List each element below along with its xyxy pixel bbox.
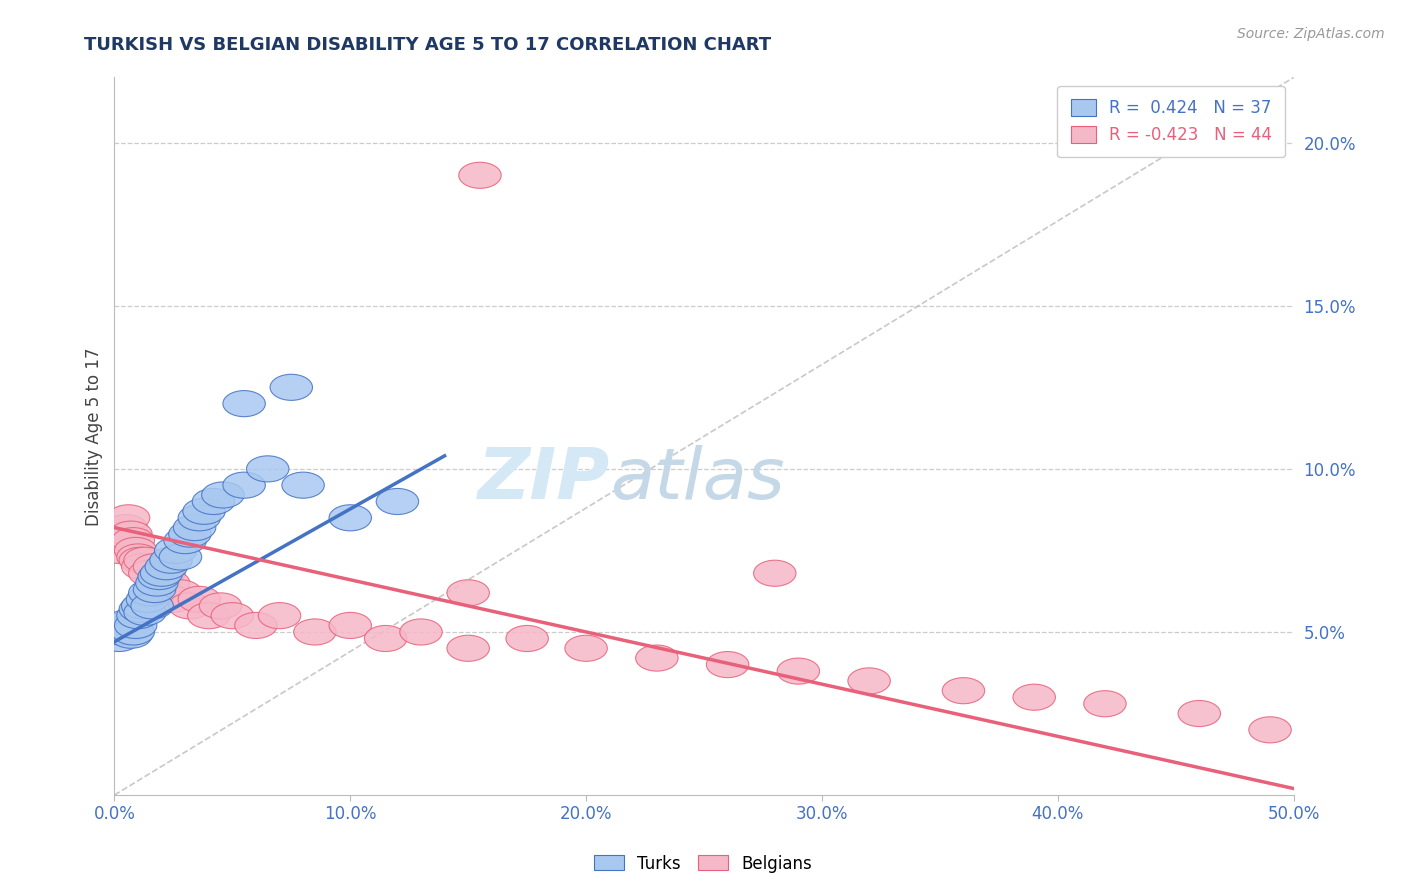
Ellipse shape [150,547,193,574]
Ellipse shape [134,576,176,603]
Ellipse shape [107,609,150,635]
Ellipse shape [120,596,162,623]
Ellipse shape [135,570,179,596]
Y-axis label: Disability Age 5 to 17: Disability Age 5 to 17 [86,347,103,525]
Ellipse shape [281,472,325,499]
Ellipse shape [105,515,148,541]
Ellipse shape [138,570,180,596]
Ellipse shape [107,505,150,531]
Ellipse shape [114,613,157,639]
Ellipse shape [246,456,290,482]
Ellipse shape [1249,717,1291,743]
Ellipse shape [124,599,166,625]
Ellipse shape [778,658,820,684]
Ellipse shape [224,472,266,499]
Text: atlas: atlas [610,445,785,514]
Ellipse shape [447,580,489,606]
Ellipse shape [112,619,155,645]
Ellipse shape [98,625,141,651]
Text: TURKISH VS BELGIAN DISABILITY AGE 5 TO 17 CORRELATION CHART: TURKISH VS BELGIAN DISABILITY AGE 5 TO 1… [84,36,772,54]
Ellipse shape [364,625,406,651]
Ellipse shape [121,593,165,619]
Ellipse shape [235,613,277,639]
Ellipse shape [224,391,266,417]
Ellipse shape [259,603,301,629]
Ellipse shape [211,603,253,629]
Ellipse shape [447,635,489,661]
Ellipse shape [120,547,162,574]
Ellipse shape [270,375,312,401]
Ellipse shape [155,537,197,564]
Ellipse shape [134,554,176,580]
Ellipse shape [399,619,443,645]
Ellipse shape [173,515,217,541]
Ellipse shape [143,560,186,586]
Ellipse shape [103,527,145,554]
Ellipse shape [169,593,211,619]
Legend: R =  0.424   N = 37, R = -0.423   N = 44: R = 0.424 N = 37, R = -0.423 N = 44 [1057,86,1285,157]
Ellipse shape [942,678,984,704]
Ellipse shape [179,505,221,531]
Ellipse shape [100,521,143,547]
Ellipse shape [506,625,548,651]
Ellipse shape [200,593,242,619]
Ellipse shape [183,499,225,524]
Ellipse shape [636,645,678,671]
Ellipse shape [110,521,152,547]
Ellipse shape [193,489,235,515]
Ellipse shape [159,544,201,570]
Ellipse shape [105,615,148,641]
Ellipse shape [117,544,159,570]
Ellipse shape [100,619,143,645]
Ellipse shape [565,635,607,661]
Ellipse shape [98,537,141,564]
Ellipse shape [141,560,183,586]
Legend: Turks, Belgians: Turks, Belgians [588,848,818,880]
Ellipse shape [165,527,207,554]
Ellipse shape [124,547,166,574]
Ellipse shape [294,619,336,645]
Ellipse shape [145,554,187,580]
Ellipse shape [121,554,165,580]
Ellipse shape [1178,700,1220,727]
Ellipse shape [1012,684,1056,710]
Ellipse shape [138,564,180,590]
Ellipse shape [159,580,201,606]
Ellipse shape [114,537,157,564]
Ellipse shape [706,651,749,678]
Text: ZIP: ZIP [478,445,610,514]
Ellipse shape [179,586,221,613]
Ellipse shape [377,489,419,515]
Ellipse shape [112,527,155,554]
Ellipse shape [127,586,169,613]
Ellipse shape [169,521,211,547]
Ellipse shape [201,482,245,508]
Ellipse shape [329,505,371,531]
Ellipse shape [110,623,152,648]
Ellipse shape [131,593,173,619]
Ellipse shape [103,613,145,639]
Ellipse shape [128,580,172,606]
Ellipse shape [152,586,194,613]
Text: Source: ZipAtlas.com: Source: ZipAtlas.com [1237,27,1385,41]
Ellipse shape [117,603,159,629]
Ellipse shape [458,162,501,188]
Ellipse shape [1084,690,1126,717]
Ellipse shape [848,668,890,694]
Ellipse shape [128,560,172,586]
Ellipse shape [148,570,190,596]
Ellipse shape [754,560,796,586]
Ellipse shape [187,603,231,629]
Ellipse shape [329,613,371,639]
